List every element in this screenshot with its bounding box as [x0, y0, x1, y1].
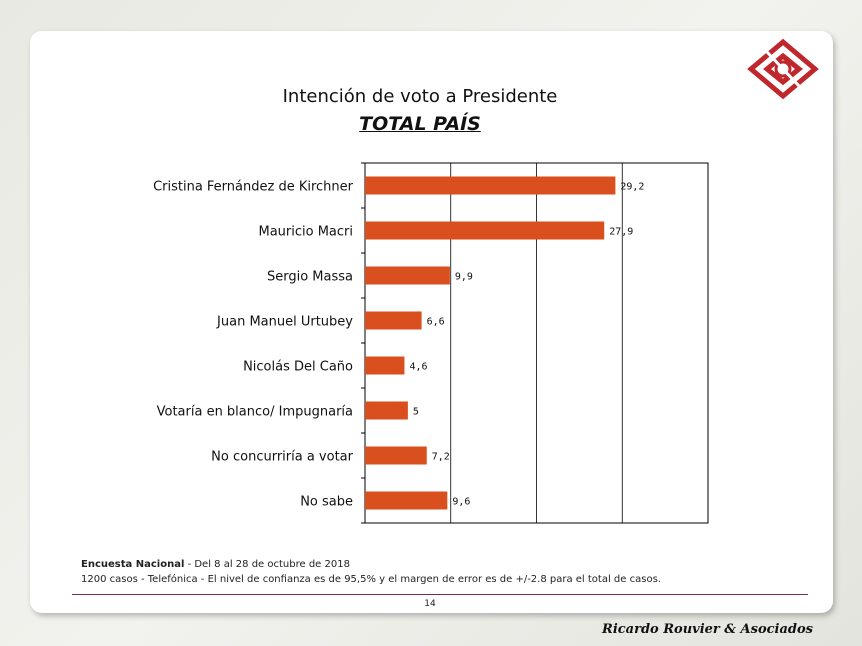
chart-title: Intención de voto a Presidente — [282, 86, 558, 107]
bar — [365, 176, 616, 195]
category-label: No concurriría a votar — [211, 450, 353, 465]
category-label: Cristina Fernández de Kirchner — [153, 180, 354, 195]
bar — [365, 491, 448, 510]
brand-name: Ricardo Rouvier & Asociados — [602, 622, 813, 637]
category-label: Votaría en blanco/ Impugnaría — [157, 405, 353, 420]
category-label: Sergio Massa — [267, 270, 353, 285]
survey-name: Encuesta Nacional — [81, 559, 185, 570]
data-label: 29,2 — [620, 182, 644, 193]
survey-note: Encuesta Nacional - Del 8 al 28 de octub… — [81, 559, 350, 570]
data-label: 5 — [413, 407, 419, 418]
data-label: 9,6 — [452, 497, 470, 508]
data-label: 9,9 — [455, 272, 473, 283]
bar — [365, 221, 605, 240]
slide-card — [30, 31, 833, 613]
bar — [365, 266, 450, 285]
data-label: 6,6 — [427, 317, 445, 328]
bar — [365, 356, 405, 375]
survey-details: 1200 casos - Telefónica - El nivel de co… — [81, 574, 661, 585]
data-label: 7,2 — [432, 452, 450, 463]
page-number: 14 — [424, 599, 436, 609]
data-label: 4,6 — [409, 362, 427, 373]
footer-rule — [72, 594, 808, 595]
data-label: 27,9 — [609, 227, 633, 238]
chart-subtitle: TOTAL PAÍS — [359, 113, 481, 135]
category-label: No sabe — [300, 495, 353, 510]
category-label: Nicolás Del Caño — [243, 360, 353, 375]
category-label: Mauricio Macri — [258, 225, 353, 240]
bar — [365, 311, 422, 330]
bar — [365, 401, 408, 420]
category-label: Juan Manuel Urtubey — [216, 315, 353, 330]
company-logo-icon — [747, 38, 819, 100]
survey-dates: - Del 8 al 28 de octubre de 2018 — [184, 559, 350, 570]
bar — [365, 446, 427, 465]
